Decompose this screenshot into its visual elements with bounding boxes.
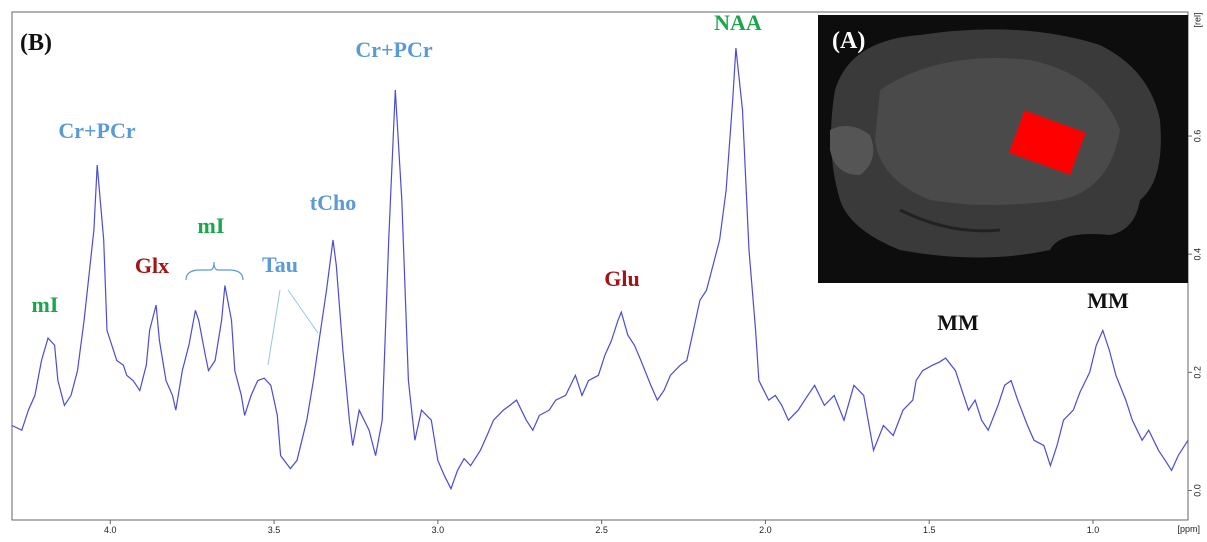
pointer-line <box>287 289 319 334</box>
pointer-line <box>267 289 281 366</box>
peak-label: mI <box>198 213 225 238</box>
peak-label: Cr+PCr <box>58 118 136 143</box>
peak-label: tCho <box>310 190 356 215</box>
peak-label: Tau <box>262 252 298 277</box>
peak-label: Glx <box>135 253 169 278</box>
panel-label: (B) <box>20 30 52 56</box>
y-tick-label: 0.6 <box>1192 130 1202 143</box>
peak-label: MM <box>937 310 979 335</box>
peak-label: mI <box>32 292 59 317</box>
x-tick-label: 1.5 <box>923 525 936 535</box>
x-tick-label: 4.0 <box>104 525 117 535</box>
y-tick-label: 0.0 <box>1192 484 1202 497</box>
inset-image: (A) <box>818 15 1188 283</box>
x-tick-label: 2.5 <box>595 525 608 535</box>
x-tick-label: 2.0 <box>759 525 772 535</box>
y-tick-label: 0.4 <box>1192 248 1202 261</box>
x-tick-label: 3.0 <box>432 525 445 535</box>
x-tick-label: 3.5 <box>268 525 281 535</box>
inset-label: (A) <box>832 28 865 54</box>
peak-label: Cr+PCr <box>355 37 433 62</box>
y-axis-label: [rel] <box>1192 12 1202 27</box>
bracket <box>185 261 244 281</box>
x-axis-label: [ppm] <box>1177 524 1200 534</box>
spectrum-line <box>11 47 1189 491</box>
peak-label: NAA <box>714 10 762 35</box>
peak-label: MM <box>1087 288 1129 313</box>
x-tick-label: 1.0 <box>1087 525 1100 535</box>
y-tick-label: 0.2 <box>1192 366 1202 379</box>
peak-label: Glu <box>604 266 639 291</box>
